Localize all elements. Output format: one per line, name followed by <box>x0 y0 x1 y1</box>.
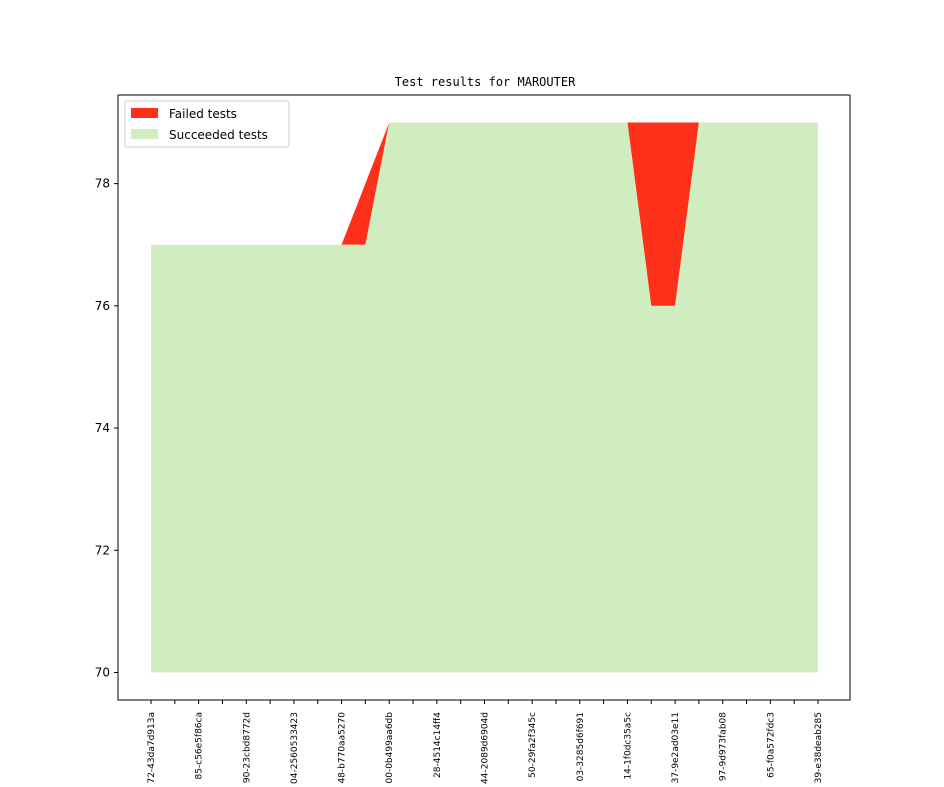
plot-area <box>151 122 818 673</box>
x-tick-label: 00-0b499aa6db <box>385 712 395 784</box>
legend-box <box>124 100 290 148</box>
y-tick-label: 72 <box>95 543 110 557</box>
succeeded-tests-area <box>151 122 818 673</box>
y-tick-label: 78 <box>95 177 110 191</box>
x-tick-label: 44-2089d6904d <box>481 712 491 784</box>
axes: 70 72 74 76 78 72-43da7d913a 85-c56e5f86ca 90-2… <box>95 94 851 784</box>
x-tick-label: 04-2560533423 <box>290 712 300 784</box>
y-tick-label: 70 <box>95 666 110 680</box>
x-tick-label: 50-29fa2f345c <box>528 712 538 778</box>
x-tick-label: 37-9e2ad03e11 <box>671 712 681 783</box>
failed-tests-area <box>151 122 818 306</box>
x-tick-label: 72-43da7d913a <box>147 712 157 784</box>
x-tick-label: 14-1f0dc35a5c <box>623 712 633 780</box>
x-tick-label: 97-9d973fab08 <box>719 712 729 781</box>
x-tick-label: 90-23cbd8772d <box>242 712 252 783</box>
legend-label: Failed tests <box>169 107 237 121</box>
x-tick-label: 03-3285d6f691 <box>576 712 586 781</box>
legend: Failed tests Succeeded tests <box>124 100 290 148</box>
y-tick-label: 76 <box>95 299 110 313</box>
x-tick-label: 28-4514c14ff4 <box>433 712 443 778</box>
legend-swatch <box>131 108 158 118</box>
x-tick-label: 85-c56e5f86ca <box>195 712 205 779</box>
x-tick-label: 65-f0a572fdc3 <box>766 712 776 778</box>
legend-swatch <box>131 129 158 139</box>
chart-title: Test results for MAROUTER <box>395 75 576 89</box>
legend-label: Succeeded tests <box>169 128 268 142</box>
y-tick-label: 74 <box>95 421 110 435</box>
x-tick-label: 39-e38deab285 <box>814 712 824 783</box>
x-tick-label: 48-b770aa5270 <box>338 712 348 784</box>
